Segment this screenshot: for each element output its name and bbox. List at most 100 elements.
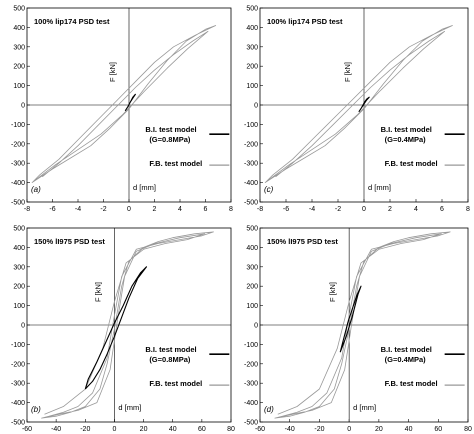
legend-entry-fb: F.B. test model <box>149 159 202 168</box>
x-tick-label: -6 <box>283 206 289 213</box>
y-tick-label: 0 <box>21 103 25 110</box>
y-tick-label: 400 <box>246 25 258 32</box>
y-tick-label: 300 <box>13 264 25 271</box>
y-tick-label: -100 <box>244 122 258 129</box>
y-tick-label: -200 <box>244 361 258 368</box>
series-line-b-i-test-model <box>358 96 370 113</box>
x-tick-label: 0 <box>362 206 366 213</box>
series-line-b-i-test-model <box>84 266 148 390</box>
y-tick-label: -400 <box>244 180 258 187</box>
x-tick-label: 2 <box>388 206 392 213</box>
x-tick-label: -8 <box>24 206 30 213</box>
series-line-f-b-test-model <box>274 231 451 419</box>
legend-entry-fb: F.B. test model <box>385 379 438 388</box>
x-tick-label: 60 <box>434 426 442 433</box>
y-tick-label: 400 <box>246 245 258 252</box>
x-axis-label: d [mm] <box>133 183 156 192</box>
x-tick-label: -60 <box>22 426 32 433</box>
y-tick-label: 200 <box>13 284 25 291</box>
y-tick-label: -300 <box>244 381 258 388</box>
x-tick-label: 40 <box>405 426 413 433</box>
series-line-b-i-test-model <box>124 93 136 112</box>
x-tick-label: -6 <box>49 206 55 213</box>
legend-entry-bi: B.I. test model <box>381 345 432 354</box>
chart-title: 100% lip174 PSD test <box>34 17 110 26</box>
y-tick-label: -100 <box>11 342 25 349</box>
chart-panel-a: -8 -6 -4 -2 0 2 4 6 8 500 400 300 200 100 0 -100 -200 -30… <box>11 6 233 214</box>
y-tick-label: 0 <box>21 323 25 330</box>
chart-panel-b: -60 -40 -20 0 20 40 60 805004003002001000-100-2… <box>11 226 235 434</box>
legend-entry-bi-modulus: (G=0.4MPa) <box>385 355 427 364</box>
y-tick-label: -500 <box>11 200 25 207</box>
x-tick-label: -4 <box>309 206 315 213</box>
x-tick-label: 40 <box>169 426 177 433</box>
legend-entry-bi-modulus: (G=0.4MPa) <box>385 135 427 144</box>
x-tick-label: -40 <box>285 426 295 433</box>
series-line-f-b-test-model <box>31 25 217 184</box>
chart-panel-d: -60 -40 -20 0 20 40 60 805004003002001000-100-2… <box>244 226 472 434</box>
x-tick-label: 0 <box>112 426 116 433</box>
chart-title: 150% lI975 PSD test <box>267 237 338 246</box>
x-tick-label: -40 <box>51 426 61 433</box>
x-axis-label: d [mm] <box>353 403 376 412</box>
y-tick-label: -200 <box>244 141 258 148</box>
y-tick-label: 100 <box>13 303 25 310</box>
y-tick-label: 0 <box>254 323 258 330</box>
x-tick-label: 6 <box>204 206 208 213</box>
x-tick-label: 8 <box>466 206 470 213</box>
legend: B.I. test model(G=0.8MPa) F.B. test model <box>145 125 230 168</box>
x-tick-label: 60 <box>198 426 206 433</box>
y-tick-label: 400 <box>13 25 25 32</box>
y-tick-label: 300 <box>246 44 258 51</box>
y-tick-label: 500 <box>13 226 25 233</box>
panel-label: (c) <box>264 185 274 194</box>
y-tick-label: -200 <box>11 361 25 368</box>
y-tick-label: 100 <box>13 83 25 90</box>
x-tick-label: 20 <box>140 426 148 433</box>
y-tick-label: -300 <box>244 161 258 168</box>
y-tick-label: 200 <box>13 64 25 71</box>
y-tick-label: 500 <box>13 6 25 13</box>
x-tick-label: 8 <box>229 206 233 213</box>
x-tick-label: 80 <box>227 426 235 433</box>
y-tick-label: -400 <box>11 180 25 187</box>
legend-entry-bi: B.I. test model <box>145 125 196 134</box>
legend-entry-bi-modulus: (G=0.8MPa) <box>149 355 191 364</box>
x-tick-label: -2 <box>335 206 341 213</box>
y-tick-label: -200 <box>11 141 25 148</box>
y-tick-label: -100 <box>244 342 258 349</box>
y-tick-label: 100 <box>246 83 258 90</box>
y-tick-label: 400 <box>13 245 25 252</box>
y-tick-label: -300 <box>11 381 25 388</box>
x-tick-label: 80 <box>464 426 472 433</box>
chart-panel-c: -8 -6 -4 -2 0 2 4 6 8 500 400 300 200 100 0 -100 -200 -30… <box>244 6 470 214</box>
y-tick-label: 500 <box>246 6 258 13</box>
x-tick-label: 0 <box>127 206 131 213</box>
series-line-f-b-test-model <box>264 25 453 184</box>
x-axis-label: d [mm] <box>368 183 391 192</box>
x-tick-label: -2 <box>100 206 106 213</box>
y-tick-label: -500 <box>244 420 258 427</box>
y-axis-label: F [kN] <box>93 282 102 302</box>
y-axis-label: F [kN] <box>108 62 117 82</box>
series-line-b-i-test-model <box>339 285 362 353</box>
x-tick-label: -20 <box>314 426 324 433</box>
legend: B.I. test model(G=0.4MPa) F.B. test model <box>381 125 465 168</box>
x-tick-label: 4 <box>414 206 418 213</box>
x-tick-label: 6 <box>440 206 444 213</box>
y-tick-label: 100 <box>246 303 258 310</box>
x-tick-label: -20 <box>80 426 90 433</box>
y-axis-label: F [kN] <box>343 62 352 82</box>
y-tick-label: 200 <box>246 64 258 71</box>
x-tick-label: 20 <box>375 426 383 433</box>
x-tick-label: -60 <box>255 426 265 433</box>
y-tick-label: 300 <box>246 264 258 271</box>
x-tick-label: -4 <box>75 206 81 213</box>
legend: B.I. test model(G=0.4MPa) F.B. test model <box>381 345 465 388</box>
legend-entry-fb: F.B. test model <box>149 379 202 388</box>
panel-label: (b) <box>31 405 41 414</box>
y-tick-label: -500 <box>244 200 258 207</box>
y-tick-label: -300 <box>11 161 25 168</box>
legend-entry-bi: B.I. test model <box>381 125 432 134</box>
